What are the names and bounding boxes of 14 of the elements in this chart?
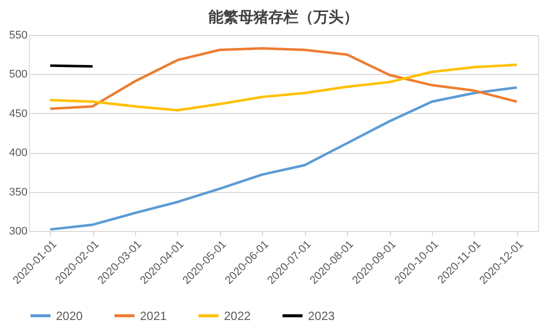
line-series	[48, 47, 518, 110]
y-tick-label: 350	[9, 186, 28, 198]
line-series	[48, 64, 518, 112]
legend-label: 2023	[308, 308, 336, 323]
y-tick-label: 550	[9, 30, 28, 42]
legend-label: 2022	[224, 308, 252, 323]
y-tick-label: 450	[9, 108, 28, 120]
y-tick-label: 300	[9, 226, 28, 238]
legend-label: 2020	[56, 308, 84, 323]
y-tick-label: 500	[9, 68, 28, 81]
chart-title: 能繁母猪存栏（万头）	[208, 8, 358, 26]
legend-label: 2021	[140, 308, 168, 323]
line-series	[48, 86, 518, 231]
y-tick-label: 400	[9, 147, 28, 160]
